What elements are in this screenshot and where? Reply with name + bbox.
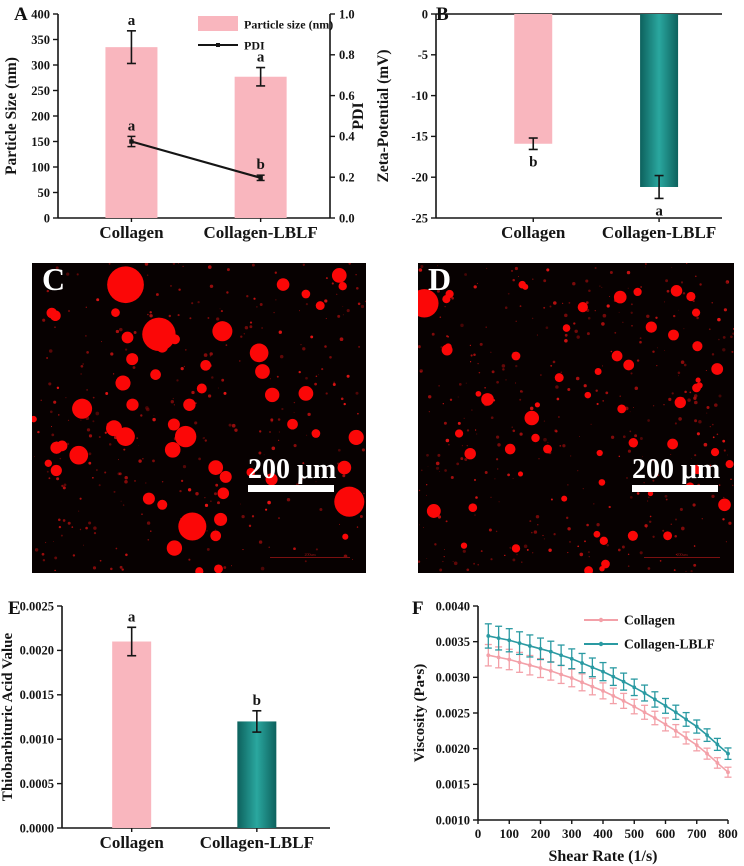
panel-c-micrograph: C 200 μm 200um: [32, 263, 366, 573]
svg-text:0.0005: 0.0005: [20, 777, 54, 791]
svg-text:100: 100: [500, 826, 520, 841]
panel-f-viscosity-chart: F 0.0010 0.0015 0.0020 0.0025 0.0030 0.0035 0.…: [372, 590, 744, 866]
svg-text:400: 400: [31, 7, 50, 21]
svg-text:-25: -25: [411, 211, 428, 225]
svg-text:350: 350: [31, 33, 50, 47]
scalebar-c-bar: [248, 485, 334, 493]
scalebar-d-label: 200 μm: [632, 454, 721, 485]
svg-text:a: a: [655, 203, 663, 219]
svg-text:0.0015: 0.0015: [436, 778, 470, 792]
embedded-scalebar-d-line: [644, 557, 720, 558]
embedded-scalebar-c-line: [270, 557, 350, 558]
panel-d-letter: D: [428, 263, 452, 297]
svg-text:400: 400: [593, 826, 613, 841]
svg-text:0.0030: 0.0030: [436, 671, 470, 685]
svg-text:0.0035: 0.0035: [436, 635, 470, 649]
svg-text:1.0: 1.0: [339, 7, 355, 21]
svg-text:b: b: [253, 693, 261, 709]
svg-text:0: 0: [422, 7, 428, 21]
svg-text:100: 100: [31, 160, 50, 174]
svg-text:150: 150: [31, 135, 50, 149]
panel-f-letter: F: [412, 598, 424, 619]
svg-text:Zeta-Potential (mV): Zeta-Potential (mV): [375, 50, 392, 183]
svg-text:a: a: [257, 50, 265, 66]
micrograph-d-image: [418, 263, 734, 573]
embedded-scalebar-d-label: 200um: [676, 552, 688, 557]
svg-text:0.0020: 0.0020: [436, 742, 470, 756]
panel-a-letter: A: [14, 4, 28, 25]
micrograph-c-image: [32, 263, 366, 573]
svg-text:-5: -5: [418, 48, 428, 62]
svg-text:-20: -20: [411, 171, 428, 185]
svg-text:-10: -10: [411, 89, 428, 103]
svg-text:0.4: 0.4: [339, 130, 355, 144]
svg-text:Particle Size (nm): Particle Size (nm): [3, 57, 20, 175]
svg-text:700: 700: [687, 826, 707, 841]
svg-text:0.2: 0.2: [339, 171, 355, 185]
svg-text:Collagen: Collagen: [100, 833, 165, 852]
embedded-scalebar-d: 200um: [644, 553, 720, 558]
panel-a-particle-size-chart: A 0 50 100 150 200 250 300 350 400 Particle Size …: [0, 0, 372, 252]
svg-text:800: 800: [718, 826, 738, 841]
particle-size-pdi-chart: 0 50 100 150 200 250 300 350 400 Particle Size (n…: [3, 7, 367, 242]
svg-text:0: 0: [44, 211, 50, 225]
svg-text:0.0000: 0.0000: [20, 821, 54, 835]
panel-e-letter: E: [8, 598, 21, 619]
svg-text:0.0025: 0.0025: [436, 706, 470, 720]
svg-text:0.0: 0.0: [339, 211, 355, 225]
scalebar-c: 200 μm: [248, 454, 337, 493]
svg-text:0.0010: 0.0010: [436, 813, 470, 827]
svg-text:a: a: [128, 118, 136, 134]
svg-text:Collagen: Collagen: [99, 223, 164, 242]
scalebar-d-bar: [632, 485, 718, 493]
svg-text:a: a: [128, 609, 136, 625]
svg-text:0.8: 0.8: [339, 48, 355, 62]
svg-text:b: b: [256, 157, 264, 173]
svg-text:0.0020: 0.0020: [20, 644, 54, 658]
svg-text:0.0025: 0.0025: [20, 599, 54, 613]
scalebar-c-label: 200 μm: [248, 454, 337, 485]
svg-text:Collagen-LBLF: Collagen-LBLF: [624, 637, 715, 652]
svg-text:Shear Rate (1/s): Shear Rate (1/s): [548, 848, 657, 865]
svg-text:300: 300: [562, 826, 582, 841]
svg-text:50: 50: [38, 186, 51, 200]
svg-text:0.6: 0.6: [339, 89, 355, 103]
scalebar-d: 200 μm: [632, 454, 721, 493]
svg-text:200: 200: [531, 826, 551, 841]
svg-text:Collagen-LBLF: Collagen-LBLF: [203, 223, 317, 242]
svg-text:Collagen: Collagen: [501, 223, 566, 242]
svg-text:Collagen-LBLF: Collagen-LBLF: [602, 223, 716, 242]
panel-d-micrograph: D 200 μm 200um: [418, 263, 734, 573]
svg-text:200: 200: [31, 109, 50, 123]
svg-text:Collagen: Collagen: [624, 613, 675, 628]
svg-text:Collagen-LBLF: Collagen-LBLF: [200, 833, 314, 852]
svg-text:0.0010: 0.0010: [20, 733, 54, 747]
svg-text:a: a: [128, 13, 136, 29]
svg-text:PDI: PDI: [350, 102, 367, 130]
svg-text:PDI: PDI: [244, 39, 265, 53]
panel-c-letter: C: [42, 263, 66, 297]
svg-text:0.0040: 0.0040: [436, 599, 470, 613]
svg-text:0: 0: [475, 826, 482, 841]
thiobarbituric-acid-chart: 0.0000 0.0005 0.0010 0.0015 0.0020 0.0025 Thio…: [0, 599, 330, 852]
viscosity-shear-chart: 0.0010 0.0015 0.0020 0.0025 0.0030 0.0035 0.00…: [412, 599, 738, 865]
svg-text:500: 500: [625, 826, 645, 841]
zeta-potential-chart: -25 -20 -15 -10 -5 0 Zeta-Potential (mV) Collag…: [375, 7, 722, 242]
svg-text:300: 300: [31, 58, 50, 72]
embedded-scalebar-c: 200um: [270, 553, 350, 558]
panel-b-letter: B: [436, 4, 449, 25]
svg-text:0.0015: 0.0015: [20, 688, 54, 702]
panel-e-tba-chart: E 0.0000 0.0005 0.0010 0.0015 0.0020 0.0025 Th…: [0, 590, 372, 866]
svg-text:b: b: [529, 154, 537, 170]
svg-text:Particle size (nm): Particle size (nm): [244, 18, 333, 32]
svg-text:600: 600: [656, 826, 676, 841]
embedded-scalebar-c-label: 200um: [304, 552, 316, 557]
svg-text:-15: -15: [411, 130, 428, 144]
svg-text:Viscosity (Pa•s): Viscosity (Pa•s): [412, 664, 428, 762]
svg-text:Thiobarbituric Acid Value: Thiobarbituric Acid Value: [0, 632, 16, 801]
panel-b-zeta-potential-chart: B -25 -20 -15 -10 -5 0 Zeta-Potential (mV) Coll…: [372, 0, 744, 252]
svg-text:250: 250: [31, 84, 50, 98]
